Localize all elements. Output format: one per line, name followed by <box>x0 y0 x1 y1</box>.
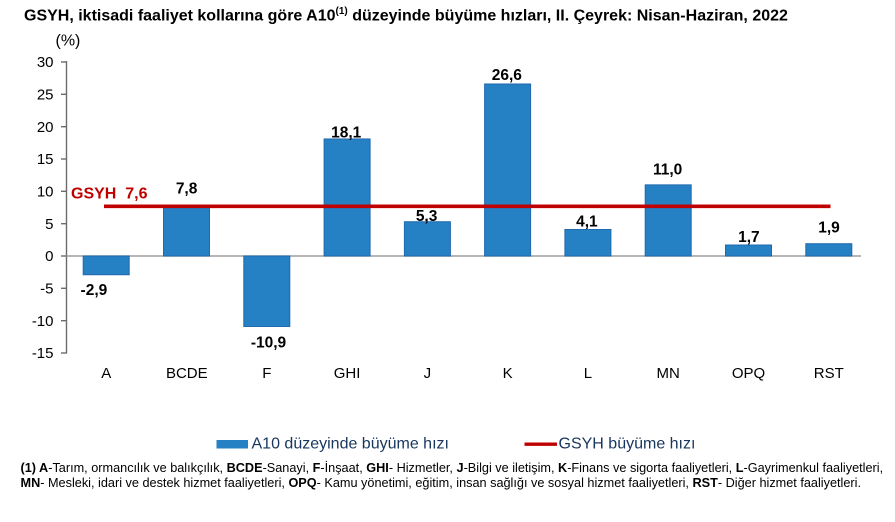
svg-text:30: 30 <box>37 54 54 71</box>
svg-text:GHI: GHI <box>334 365 361 382</box>
svg-text:MN: MN <box>657 365 680 382</box>
svg-text:-5: -5 <box>40 281 53 298</box>
svg-text:-15: -15 <box>32 345 54 362</box>
svg-text:(%): (%) <box>56 33 81 50</box>
svg-text:J: J <box>424 365 432 382</box>
svg-text:4,1: 4,1 <box>576 213 598 230</box>
svg-text:5,3: 5,3 <box>416 208 438 225</box>
svg-text:26,6: 26,6 <box>492 67 523 84</box>
svg-text:15: 15 <box>37 151 54 168</box>
svg-text:OPQ: OPQ <box>732 365 765 382</box>
svg-text:0: 0 <box>45 248 53 265</box>
svg-text:-10: -10 <box>32 313 54 330</box>
svg-text:A: A <box>101 365 111 382</box>
svg-text:-10,9: -10,9 <box>251 335 287 352</box>
svg-text:GSYH büyüme hızı: GSYH büyüme hızı <box>559 436 696 453</box>
svg-text:F: F <box>262 365 271 382</box>
svg-text:1,9: 1,9 <box>818 220 840 237</box>
svg-text:-2,9: -2,9 <box>81 282 108 299</box>
svg-text:K: K <box>503 365 513 382</box>
svg-text:5: 5 <box>45 216 53 233</box>
svg-text:A10 düzeyinde büyüme hızı: A10 düzeyinde büyüme hızı <box>252 436 449 453</box>
svg-text:11,0: 11,0 <box>653 161 682 178</box>
svg-text:BCDE: BCDE <box>166 365 208 382</box>
svg-text:1,7: 1,7 <box>738 229 760 246</box>
svg-text:L: L <box>584 365 592 382</box>
svg-text:25: 25 <box>37 87 54 104</box>
svg-text:7,8: 7,8 <box>176 180 198 197</box>
svg-text:RST: RST <box>814 365 844 382</box>
svg-text:10: 10 <box>37 184 54 201</box>
svg-text:GSYH 7,6: GSYH 7,6 <box>71 185 148 202</box>
svg-text:20: 20 <box>37 119 54 136</box>
svg-text:18,1: 18,1 <box>331 124 362 141</box>
